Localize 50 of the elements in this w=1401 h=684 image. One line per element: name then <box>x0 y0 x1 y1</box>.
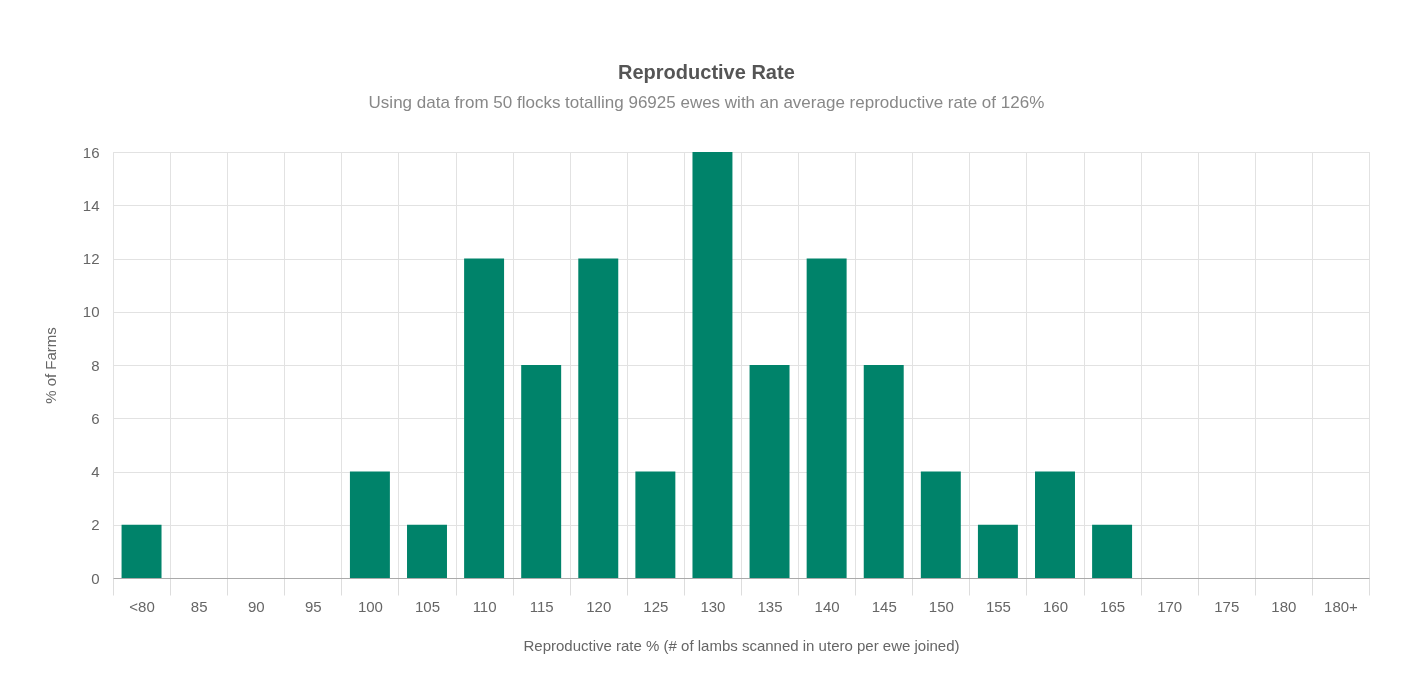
bar <box>920 471 961 578</box>
y-tick-label: 16 <box>82 143 100 161</box>
x-tick-label: 165 <box>1100 597 1126 615</box>
bar <box>863 365 904 578</box>
x-tick-label: 110 <box>472 597 497 615</box>
y-tick-label: 4 <box>91 463 100 480</box>
bar <box>977 524 1018 578</box>
bar <box>464 258 505 578</box>
y-tick-label: 6 <box>91 409 100 427</box>
x-tick-label: 130 <box>700 597 726 615</box>
x-tick-label: 115 <box>529 597 554 615</box>
x-tick-label: 150 <box>928 597 954 615</box>
bar <box>1035 471 1075 578</box>
x-tick-label: 155 <box>985 597 1011 615</box>
bar <box>692 152 733 578</box>
y-tick-label: 0 <box>91 569 100 587</box>
x-tick-label: 160 <box>1042 597 1069 615</box>
x-tick-label: 120 <box>586 597 612 615</box>
bar <box>635 471 676 578</box>
y-tick-label: 2 <box>91 516 100 534</box>
bar <box>121 524 162 578</box>
y-tick-label: 8 <box>91 356 100 374</box>
x-tick-label: 175 <box>1214 597 1240 615</box>
bar <box>1092 524 1133 578</box>
x-tick-label: 95 <box>304 597 322 615</box>
x-tick-label: 85 <box>190 597 208 615</box>
y-tick-label: 14 <box>82 196 100 214</box>
y-tick-label: 12 <box>82 250 100 267</box>
x-tick-label: 125 <box>643 597 669 615</box>
bar <box>349 471 390 578</box>
bar <box>407 524 447 578</box>
x-tick-label: 90 <box>247 597 265 615</box>
x-tick-label: 180 <box>1271 597 1297 615</box>
x-tick-label: 140 <box>814 597 840 615</box>
x-tick-label: 105 <box>414 597 441 615</box>
chart-subtitle: Using data from 50 flocks totalling 96925 ewes with an average reproductive rate of 126% <box>368 93 1045 112</box>
y-axis-title: % of Farms <box>41 327 59 404</box>
y-tick-label: 10 <box>82 303 100 321</box>
x-tick-label: 100 <box>357 597 383 615</box>
bar <box>806 258 847 578</box>
x-tick-label: 180+ <box>1324 597 1359 615</box>
x-tick-label: 135 <box>757 597 783 615</box>
bar <box>521 365 562 578</box>
x-axis-title: Reproductive rate % (# of lambs scanned in utero per ewe joined) <box>523 636 960 654</box>
x-tick-label: 145 <box>871 597 897 615</box>
x-tick-label: 170 <box>1157 597 1183 615</box>
bar <box>749 365 790 578</box>
x-tick-label: <80 <box>129 597 155 615</box>
chart-title: Reproductive Rate <box>618 61 795 83</box>
bar <box>578 258 619 578</box>
